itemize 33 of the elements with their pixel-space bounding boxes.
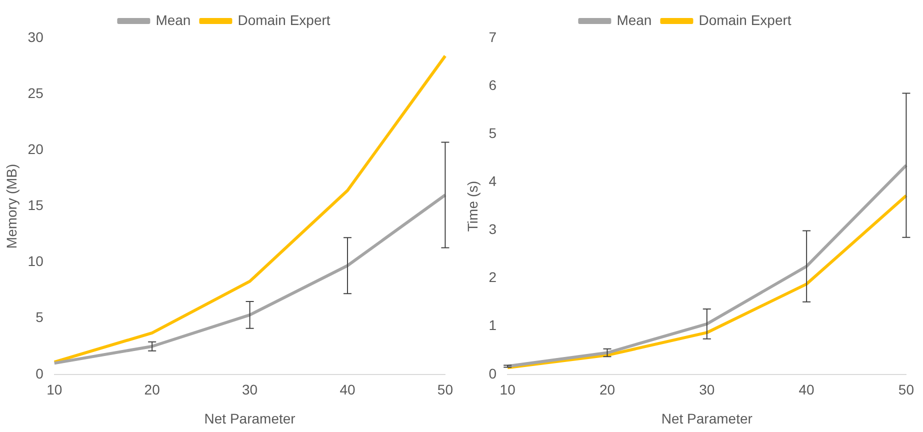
x-axis-title: Net Parameter (661, 410, 753, 426)
y-tick-label: 0 (488, 365, 497, 382)
y-tick-label: 0 (36, 365, 44, 382)
y-tick-label: 7 (488, 28, 497, 45)
x-tick-label: 40 (798, 382, 815, 398)
y-tick-label: 4 (488, 173, 497, 190)
y-tick-label: 1 (488, 317, 497, 334)
x-tick-label: 20 (599, 382, 616, 398)
x-tick-label: 10 (46, 382, 62, 398)
legend-label: Mean (616, 12, 652, 28)
y-tick-label: 6 (488, 76, 497, 93)
x-axis-title: Net Parameter (204, 410, 296, 426)
x-tick-label: 30 (242, 382, 258, 398)
x-tick-label: 30 (699, 382, 715, 398)
x-tick-label: 20 (144, 382, 160, 398)
y-tick-label: 25 (28, 84, 44, 101)
legend-label: Domain Expert (698, 12, 792, 28)
y-tick-label: 5 (36, 309, 44, 326)
y-tick-label: 30 (28, 28, 44, 45)
x-tick-label: 50 (437, 382, 454, 398)
x-tick-label: 50 (898, 382, 914, 398)
y-axis-title: Memory (MB) (3, 164, 20, 249)
y-tick-label: 20 (28, 140, 44, 157)
legend-label: Mean (156, 12, 191, 28)
y-tick-label: 15 (28, 197, 44, 214)
legend-label: Domain Expert (238, 12, 330, 28)
y-tick-label: 5 (488, 124, 497, 141)
x-tick-label: 10 (500, 382, 516, 398)
y-tick-label: 2 (488, 269, 497, 286)
y-tick-label: 10 (28, 253, 44, 270)
x-tick-label: 40 (340, 382, 356, 398)
y-axis-title: Time (s) (464, 180, 480, 232)
y-tick-label: 3 (488, 221, 497, 238)
